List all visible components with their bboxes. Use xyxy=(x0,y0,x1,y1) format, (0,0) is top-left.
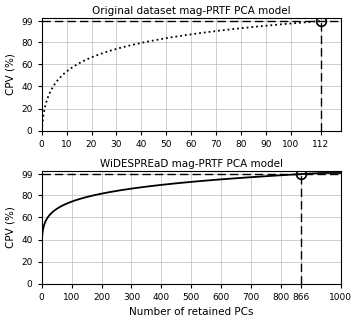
Title: Original dataset mag-PRTF PCA model: Original dataset mag-PRTF PCA model xyxy=(92,5,291,16)
Y-axis label: CPV (%): CPV (%) xyxy=(6,53,15,95)
Title: WiDESPREaD mag-PRTF PCA model: WiDESPREaD mag-PRTF PCA model xyxy=(100,159,283,169)
X-axis label: Number of retained PCs: Number of retained PCs xyxy=(129,307,253,318)
Y-axis label: CPV (%): CPV (%) xyxy=(6,206,15,248)
